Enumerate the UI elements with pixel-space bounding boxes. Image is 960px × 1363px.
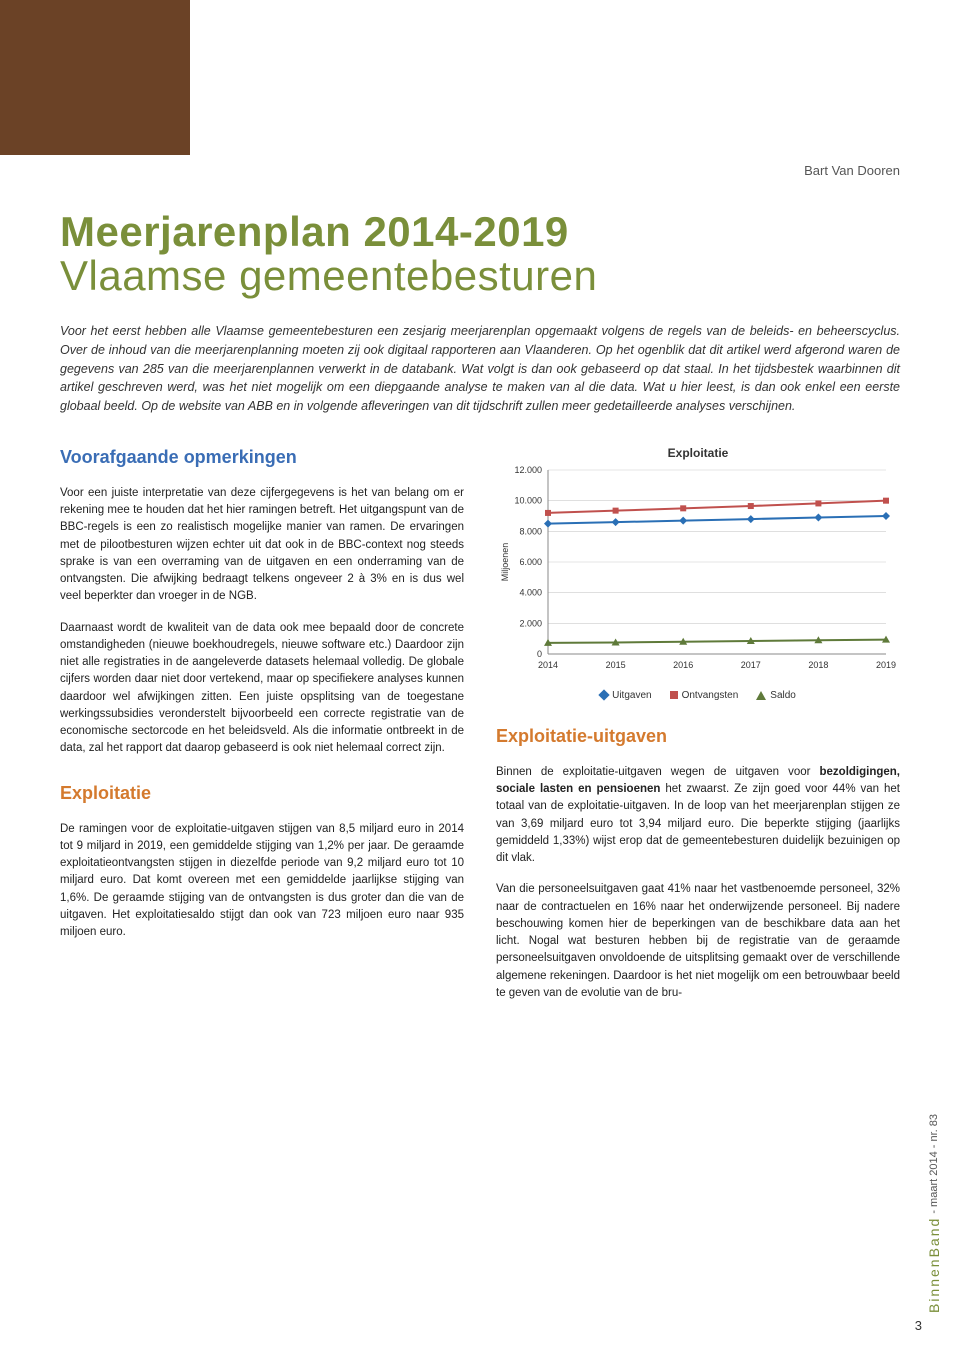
heading-voorafgaande: Voorafgaande opmerkingen (60, 444, 464, 471)
svg-text:10.000: 10.000 (514, 496, 542, 506)
legend-marker (756, 691, 766, 700)
issue-info: - maart 2014 - nr. 83 (928, 1114, 940, 1217)
heading-exploitatie: Exploitatie (60, 780, 464, 807)
left-p2: Daarnaast wordt de kwaliteit van de data… (60, 620, 464, 758)
legend-item: Ontvangsten (670, 688, 739, 703)
heading-exploitatie-uitgaven: Exploitatie-uitgaven (496, 723, 900, 750)
right-p1: Binnen de exploitatie-uitgaven wegen de … (496, 764, 900, 868)
left-p1: Voor een juiste interpretatie van deze c… (60, 485, 464, 606)
exploitatie-chart: Exploitatie 0 2.000 4.000 6.000 8.000 10.000 1… (496, 444, 900, 703)
legend-item: Uitgaven (600, 688, 651, 703)
left-p3: De ramingen voor de exploitatie-uitgaven… (60, 821, 464, 942)
left-column: Voorafgaande opmerkingen Voor een juiste… (60, 444, 464, 1016)
svg-text:2019: 2019 (876, 660, 896, 670)
svg-text:2018: 2018 (808, 660, 828, 670)
author-name: Bart Van Dooren (804, 163, 900, 178)
right-p2: Van die personeelsuitgaven gaat 41% naar… (496, 881, 900, 1002)
title-subtitle: Vlaamse gemeentebesturen (60, 254, 900, 298)
legend-label: Saldo (770, 688, 796, 703)
two-column-body: Voorafgaande opmerkingen Voor een juiste… (60, 444, 900, 1016)
right-column: Exploitatie 0 2.000 4.000 6.000 8.000 10.000 1… (496, 444, 900, 1016)
svg-text:2014: 2014 (538, 660, 558, 670)
legend-label: Ontvangsten (682, 688, 739, 703)
right-p1a: Binnen de exploitatie-uitgaven wegen de … (496, 766, 820, 778)
legend-item: Saldo (756, 688, 796, 703)
header-brown-block (0, 0, 190, 155)
svg-text:0: 0 (537, 649, 542, 659)
intro-paragraph: Voor het eerst hebben alle Vlaamse gemee… (60, 322, 900, 416)
legend-label: Uitgaven (612, 688, 651, 703)
chart-title: Exploitatie (496, 444, 900, 462)
title-main: Meerjarenplan 2014-2019 (60, 210, 900, 254)
page-number: 3 (915, 1318, 922, 1333)
svg-text:2017: 2017 (741, 660, 761, 670)
page-content: Meerjarenplan 2014-2019 Vlaamse gemeente… (60, 210, 900, 1016)
sidebar-issue-label: BinnenBand - maart 2014 - nr. 83 (926, 1114, 942, 1313)
right-p1c: het zwaarst. Ze zijn goed voor 44% van h… (496, 783, 900, 864)
legend-marker (598, 690, 609, 701)
svg-text:2015: 2015 (606, 660, 626, 670)
svg-text:6.000: 6.000 (519, 557, 542, 567)
svg-text:2.000: 2.000 (519, 618, 542, 628)
chart-legend: Uitgaven Ontvangsten Saldo (496, 688, 900, 703)
legend-marker (670, 691, 678, 699)
svg-text:12.000: 12.000 (514, 465, 542, 475)
svg-text:2016: 2016 (673, 660, 693, 670)
brand-name: BinnenBand (926, 1217, 942, 1313)
chart-svg: 0 2.000 4.000 6.000 8.000 10.000 12.000 Miljoen… (496, 464, 896, 684)
svg-text:Miljoenen: Miljoenen (500, 543, 510, 582)
svg-text:4.000: 4.000 (519, 588, 542, 598)
svg-text:8.000: 8.000 (519, 526, 542, 536)
